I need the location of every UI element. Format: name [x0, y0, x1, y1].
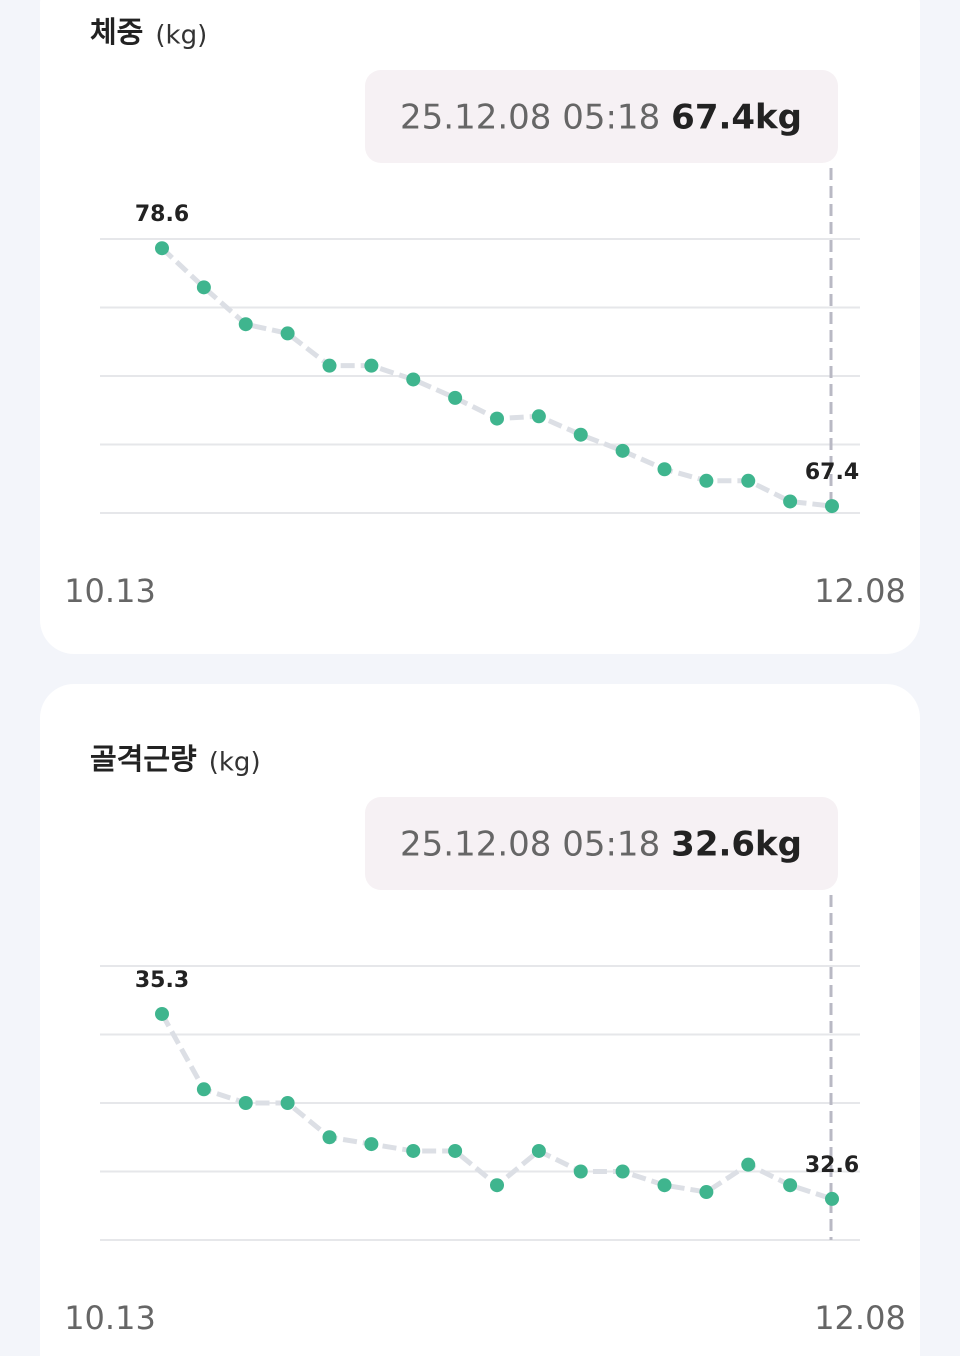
data-label: 35.3 — [135, 968, 189, 993]
data-point — [573, 427, 588, 442]
data-point — [615, 1164, 630, 1179]
tooltip-box — [365, 797, 838, 890]
data-point — [657, 462, 672, 477]
tooltip-value: 67.4kg — [671, 98, 802, 138]
data-point — [406, 1143, 421, 1158]
data-label: 78.6 — [135, 202, 189, 227]
data-point — [825, 499, 839, 514]
x-tick-label: 12.08 — [814, 572, 906, 610]
data-label: 32.6 — [805, 1153, 859, 1178]
tooltip-time: 25.12.08 05:18 — [400, 825, 660, 865]
data-point — [615, 443, 630, 458]
x-tick-label: 10.13 — [64, 572, 156, 610]
data-point — [741, 473, 756, 488]
data-point — [741, 1157, 756, 1172]
data-point — [657, 1178, 672, 1193]
tooltip-value: 32.6kg — [671, 825, 802, 865]
data-point — [825, 1191, 839, 1206]
data-point — [531, 1143, 546, 1158]
data-point — [490, 1178, 504, 1193]
data-point — [783, 494, 798, 509]
x-tick-label: 12.08 — [814, 1299, 906, 1337]
data-point — [783, 1178, 798, 1193]
data-point — [364, 1137, 379, 1152]
data-point — [280, 326, 295, 341]
data-point — [699, 1185, 714, 1200]
data-point — [364, 358, 379, 373]
data-point — [196, 1082, 211, 1097]
data-point — [448, 390, 463, 405]
data-point — [573, 1164, 588, 1179]
data-point — [155, 241, 169, 256]
data-point — [155, 1006, 169, 1021]
data-point — [322, 358, 337, 373]
data-point — [238, 317, 253, 332]
data-point — [699, 473, 714, 488]
tooltip-box — [365, 70, 838, 163]
x-tick-label: 10.13 — [64, 1299, 156, 1337]
data-point — [406, 372, 421, 387]
card — [40, 0, 920, 654]
tooltip-time: 25.12.08 05:18 — [400, 98, 660, 138]
unit-label: (kg) — [155, 21, 207, 51]
data-point — [238, 1096, 253, 1110]
data-point — [531, 409, 546, 424]
data-point — [448, 1143, 463, 1158]
data-point — [280, 1096, 295, 1110]
data-point — [490, 411, 504, 426]
data-point — [196, 280, 211, 295]
card — [40, 684, 920, 1356]
unit-label: (kg) — [209, 748, 261, 778]
chart-title: 골격근량 — [90, 742, 197, 776]
chart-title: 체중 — [90, 15, 143, 49]
data-label: 67.4 — [805, 460, 859, 485]
data-point — [322, 1130, 337, 1145]
